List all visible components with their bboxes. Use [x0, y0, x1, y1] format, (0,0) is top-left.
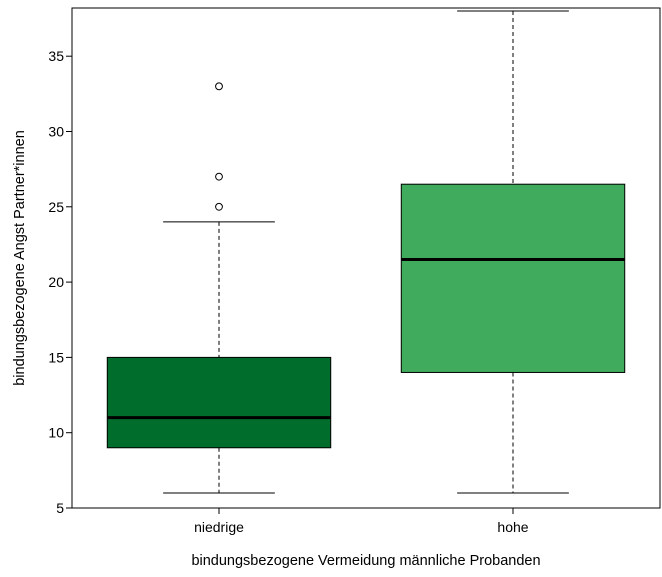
y-tick-label: 30 — [48, 123, 64, 139]
outlier-point — [215, 172, 223, 181]
y-tick-label: 20 — [48, 274, 64, 290]
iqr-box — [400, 183, 626, 373]
x-axis: niedrige hohe — [194, 508, 529, 535]
y-axis: 5 10 15 20 25 30 35 — [48, 48, 72, 516]
y-tick-label: 35 — [48, 48, 64, 64]
boxes-group — [106, 10, 626, 494]
y-axis-title: bindungsbezogene Angst Partner*innen — [12, 130, 28, 386]
x-tick-label: hohe — [497, 519, 528, 535]
outlier-point — [215, 202, 223, 211]
y-tick-label: 5 — [56, 500, 64, 516]
box-hohe — [400, 10, 626, 494]
y-tick-label: 10 — [48, 425, 64, 441]
x-axis-title: bindungsbezogene Vermeidung männliche Pr… — [191, 553, 540, 569]
y-tick-label: 15 — [48, 349, 64, 365]
outlier-point — [215, 82, 223, 91]
x-tick-label: niedrige — [194, 519, 244, 535]
y-tick-label: 25 — [48, 199, 64, 215]
plot-frame — [71, 7, 661, 509]
iqr-box — [106, 356, 332, 449]
box-niedrige — [106, 82, 332, 494]
